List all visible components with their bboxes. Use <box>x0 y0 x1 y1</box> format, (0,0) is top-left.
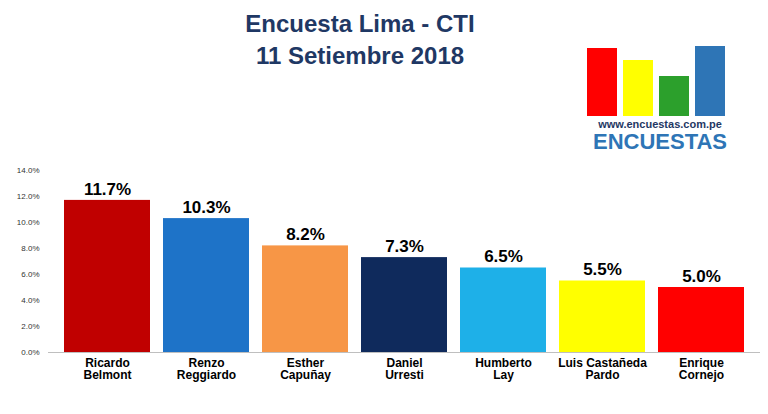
svg-text:7.3%: 7.3% <box>385 237 424 256</box>
svg-text:RenzoReggiardo: RenzoReggiardo <box>177 356 236 382</box>
svg-text:12.0%: 12.0% <box>17 192 40 201</box>
svg-text:6.5%: 6.5% <box>484 247 523 266</box>
svg-text:8.0%: 8.0% <box>21 244 39 253</box>
svg-text:HumbertoLay: HumbertoLay <box>475 356 532 382</box>
svg-text:10.3%: 10.3% <box>182 198 230 217</box>
svg-text:2.0%: 2.0% <box>21 322 39 331</box>
html-text:Encuesta Lima - CTI: Encuesta Lima - CTI <box>245 10 475 37</box>
svg-text:14.0%: 14.0% <box>17 166 40 175</box>
svg-text:8.2%: 8.2% <box>286 225 325 244</box>
html-text:ENCUESTAS: ENCUESTAS <box>593 129 727 154</box>
svg-text:Luis CastañedaPardo: Luis CastañedaPardo <box>558 356 647 382</box>
svg-text:11.7%: 11.7% <box>84 180 131 199</box>
svg-text:DanielUrresti: DanielUrresti <box>385 356 424 382</box>
svg-text:EnriqueCornejo: EnriqueCornejo <box>679 356 724 382</box>
html-text:www.encuestas.com.pe: www.encuestas.com.pe <box>598 118 722 130</box>
svg-text:0.0%: 0.0% <box>21 348 39 357</box>
svg-text:5.5%: 5.5% <box>583 260 622 279</box>
svg-text:RicardoBelmont: RicardoBelmont <box>84 356 132 382</box>
html-text:11 Setiembre 2018: 11 Setiembre 2018 <box>255 42 465 69</box>
svg-text:10.0%: 10.0% <box>17 218 40 227</box>
svg-text:5.0%: 5.0% <box>682 267 721 286</box>
svg-text:6.0%: 6.0% <box>21 270 39 279</box>
svg-text:4.0%: 4.0% <box>21 296 39 305</box>
svg-text:EstherCapuñay: EstherCapuñay <box>280 356 331 382</box>
